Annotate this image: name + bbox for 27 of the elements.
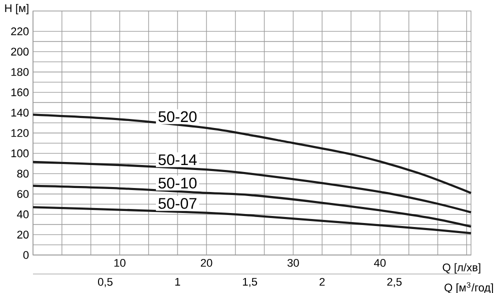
y-tick-label: 100: [11, 149, 29, 158]
y-tick-label: 220: [11, 27, 29, 36]
x2-tick-label: 2,5: [387, 278, 402, 288]
series-label: 50-10: [158, 178, 197, 189]
x2-tick-label: 1,5: [242, 278, 258, 287]
x-axis-title: Q [л/хв]: [442, 263, 480, 274]
y-tick-label: 60: [17, 190, 29, 198]
y-tick-label: 200: [11, 48, 29, 56]
y-tick-label: 20: [17, 230, 29, 239]
y-tick-label: 40: [16, 210, 29, 218]
y-tick-label: 80: [17, 170, 29, 178]
y-axis-title: H [м]: [5, 4, 28, 14]
x-tick-label: 40: [374, 258, 386, 267]
x-tick-label: 10: [114, 258, 126, 267]
y-tick-label: 120: [11, 129, 29, 137]
series-label: 50-07: [158, 198, 196, 209]
x2-tick-label: 1: [175, 278, 180, 286]
y-tick-label: 140: [11, 108, 29, 117]
y-tick-label: 0: [23, 251, 29, 259]
x-tick-label: 30: [287, 258, 299, 267]
x2-tick-label: 2: [320, 278, 325, 286]
x-tick-label: 20: [200, 258, 212, 267]
series-label: 50-14: [158, 154, 197, 166]
y-tick-label: 160: [11, 88, 29, 96]
x2-tick-label: 0,5: [98, 278, 112, 288]
series-label: 50-20: [158, 111, 197, 122]
y-tick-label: 180: [11, 68, 29, 76]
